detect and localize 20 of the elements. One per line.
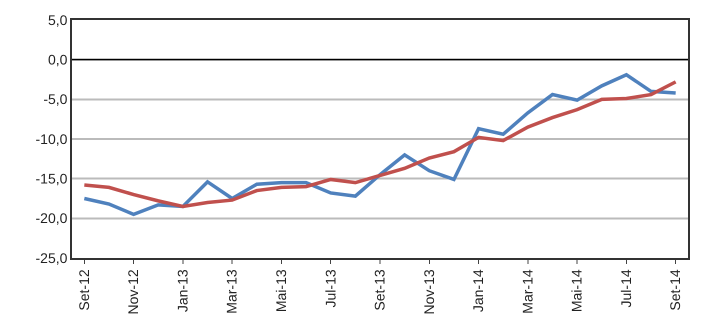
y-tick-label: -5,0 [43, 91, 68, 108]
x-tick-label: Mai-14 [568, 269, 585, 312]
y-tick-label: -20,0 [36, 210, 68, 226]
y-tick-label: -25,0 [36, 250, 68, 266]
x-tick-label: Jan-13 [174, 269, 190, 312]
x-tick-label: Jan-14 [470, 269, 486, 312]
x-tick-label: Set-14 [667, 269, 684, 311]
x-tick-label: Set-12 [76, 269, 92, 311]
y-tick-label: 5,0 [48, 12, 68, 28]
y-tick-label: -10,0 [36, 130, 68, 147]
x-tick-label: Jul-14 [618, 269, 634, 308]
x-tick-label: Mar-13 [224, 269, 240, 314]
x-tick-label: Nov-12 [125, 269, 142, 314]
x-tick-label: Nov-13 [420, 269, 437, 314]
y-tick-label: -15,0 [36, 170, 68, 187]
x-tick-label: Jul-13 [322, 269, 338, 308]
y-tick-label: 0,0 [48, 52, 68, 68]
x-tick-label: Mai-13 [272, 269, 289, 312]
x-tick-label: Set-13 [372, 269, 388, 311]
x-tick-label: Mar-14 [519, 269, 536, 314]
